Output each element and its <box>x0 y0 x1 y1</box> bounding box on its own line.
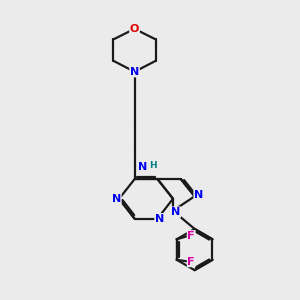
Text: N: N <box>138 162 147 172</box>
Text: F: F <box>188 256 195 267</box>
Text: N: N <box>155 214 164 224</box>
Text: N: N <box>194 190 203 200</box>
Text: N: N <box>171 207 180 217</box>
Text: O: O <box>130 24 139 34</box>
Text: N: N <box>112 194 121 204</box>
Text: F: F <box>188 231 195 241</box>
Text: N: N <box>130 67 139 77</box>
Text: H: H <box>149 161 157 170</box>
